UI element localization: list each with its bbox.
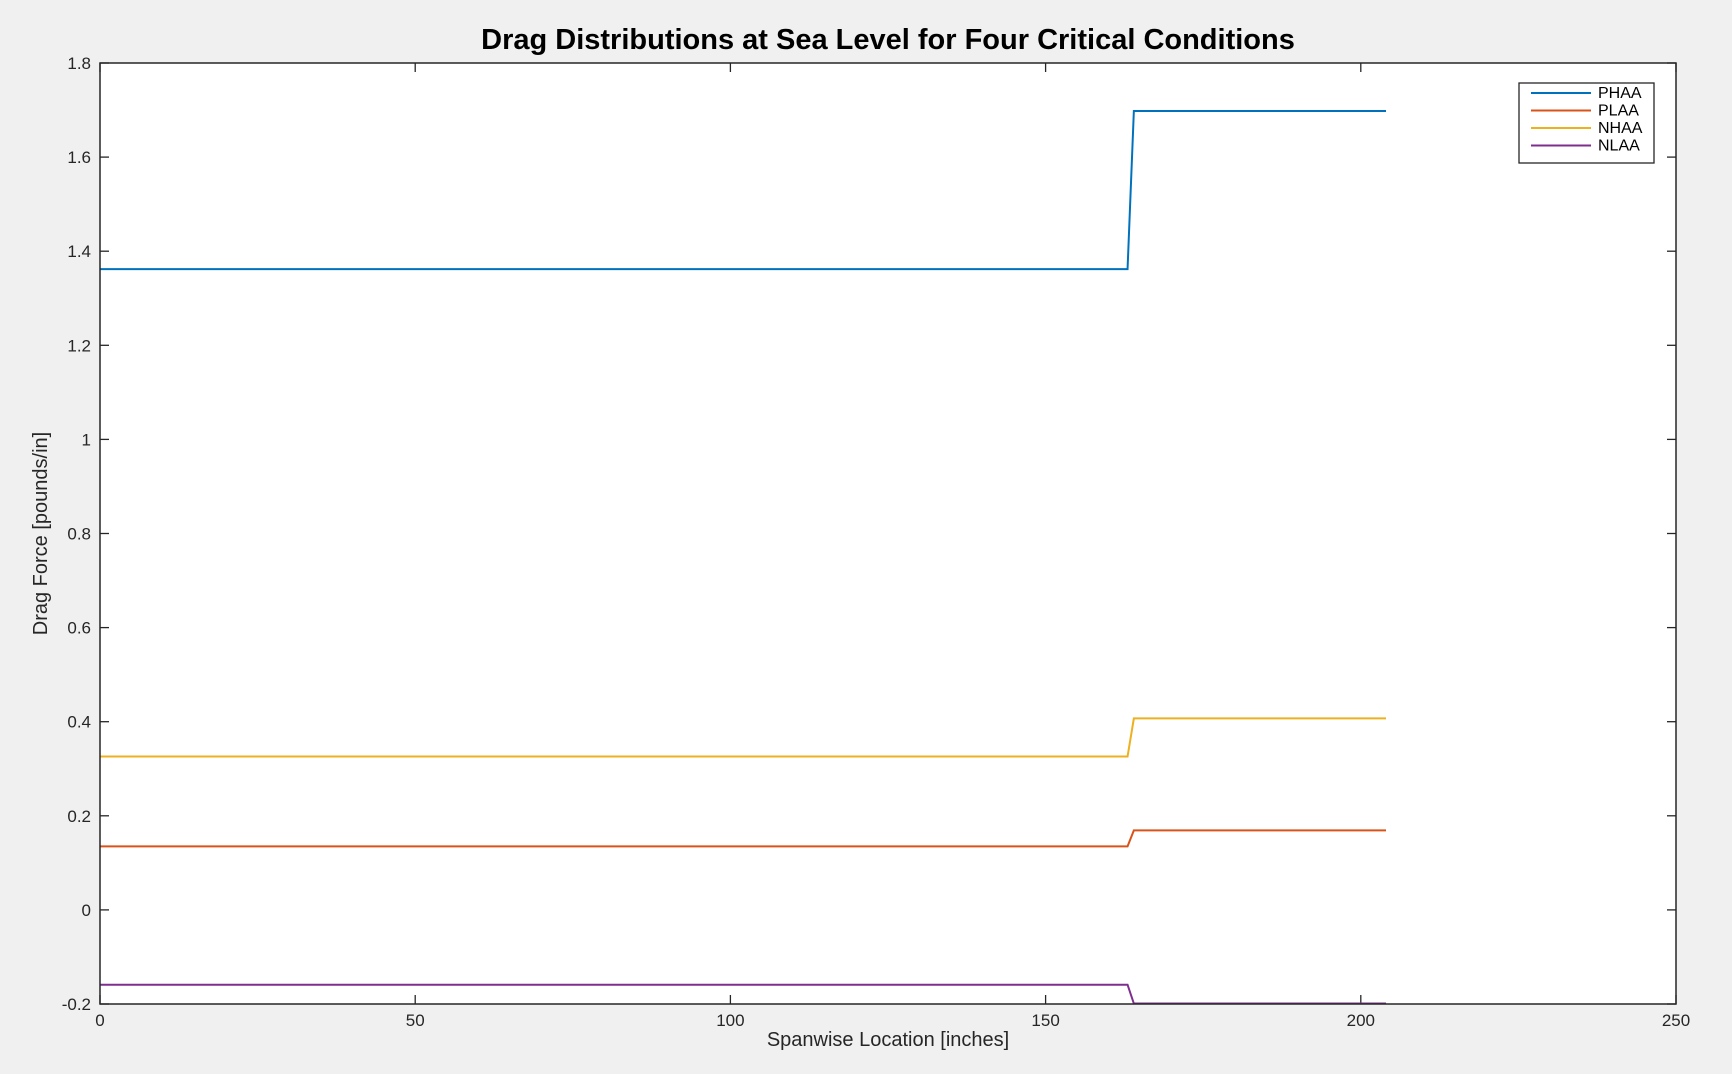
y-tick-label: 0: [82, 901, 91, 920]
x-tick-label: 0: [95, 1011, 104, 1030]
plot-area: [100, 63, 1676, 1004]
x-tick-label: 150: [1031, 1011, 1059, 1030]
y-tick-label: -0.2: [62, 995, 91, 1014]
y-tick-label: 1.4: [67, 242, 91, 261]
y-tick-label: 0.2: [67, 807, 91, 826]
y-tick-label: 1.8: [67, 54, 91, 73]
x-tick-label: 250: [1662, 1011, 1690, 1030]
y-tick-label: 1.2: [67, 336, 91, 355]
x-tick-label: 200: [1347, 1011, 1375, 1030]
legend-label-phaa: PHAA: [1598, 85, 1642, 102]
x-axis-label: Spanwise Location [inches]: [767, 1029, 1009, 1051]
y-tick-label: 1.6: [67, 148, 91, 167]
x-tick-label: 50: [406, 1011, 425, 1030]
series-line-plaa: [100, 829, 1387, 848]
legend-box: [1518, 82, 1655, 164]
chart-title: Drag Distributions at Sea Level for Four…: [481, 24, 1295, 56]
legend-label-nlaa: NLAA: [1598, 138, 1640, 155]
series-line-nhaa: [100, 717, 1387, 758]
plot-border: [99, 62, 1677, 1005]
series-line-phaa: [100, 109, 1387, 271]
x-tick-label: 100: [716, 1011, 744, 1030]
y-tick-label: 0.8: [67, 525, 91, 544]
axis-ticks: 0 50 100 150 200 250-0.200.20.40.60.811.21.41…: [62, 54, 1690, 1030]
y-tick-label: 0.6: [67, 619, 91, 638]
y-tick-label: 0.4: [67, 713, 91, 732]
y-axis-label: Drag Force [pounds/in]: [30, 432, 52, 635]
y-tick-label: 1: [82, 430, 91, 449]
legend-label-plaa: PLAA: [1598, 103, 1639, 120]
legend-label-nhaa: NHAA: [1598, 120, 1643, 137]
